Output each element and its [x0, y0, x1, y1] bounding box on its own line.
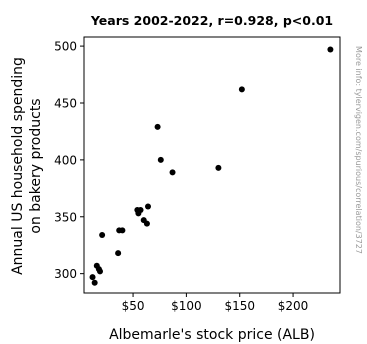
data-point	[154, 123, 161, 130]
data-point	[238, 86, 245, 93]
x-tick-label: $150	[224, 299, 255, 313]
data-point	[145, 203, 151, 210]
x-tick-label: $50	[122, 299, 145, 313]
y-tick-label: 400	[54, 153, 77, 167]
data-point	[169, 169, 176, 176]
data-point	[327, 46, 334, 53]
data-point	[143, 220, 150, 227]
data-point	[157, 156, 164, 163]
chart-title: Years 2002-2022, r=0.928, p<0.01	[90, 13, 333, 28]
x-axis-label: Albemarle's stock price (ALB)	[109, 327, 315, 343]
y-axis-label-line2: on bakery products	[28, 98, 44, 233]
y-tick-label: 500	[54, 40, 77, 54]
y-tick-label: 450	[54, 96, 77, 110]
data-point	[215, 164, 222, 171]
watermark-text: More info: tylervigen.com/spurious/corre…	[354, 46, 363, 254]
data-point	[99, 231, 106, 238]
ticks-layer: $50 $100 $150 $200 300 350 400 450 500	[54, 40, 308, 313]
x-tick-label: $200	[278, 299, 309, 313]
data-point	[91, 279, 98, 286]
y-tick-label: 350	[54, 210, 77, 224]
data-point	[137, 206, 144, 213]
data-point	[119, 227, 126, 234]
y-tick-label: 300	[54, 267, 77, 281]
data-point	[115, 250, 122, 257]
x-tick-label: $100	[171, 299, 202, 313]
plot-area-frame	[83, 36, 341, 294]
y-axis-label-line1: Annual US household spending	[10, 57, 26, 275]
data-point	[97, 268, 103, 275]
y-axis-label: Annual US household spending on bakery p…	[10, 57, 44, 275]
data-point	[89, 274, 96, 281]
points-layer	[89, 46, 334, 286]
